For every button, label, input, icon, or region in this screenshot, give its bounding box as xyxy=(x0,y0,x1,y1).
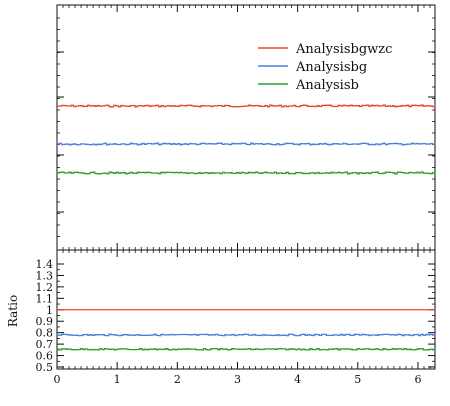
ratio-y-tick-label: 1 xyxy=(46,304,53,317)
x-tick-label: 4 xyxy=(294,373,301,386)
legend-label-Analysisb: Analysisb xyxy=(295,78,359,93)
legend-label-Analysisbgwzc: Analysisbgwzc xyxy=(295,42,392,57)
ratio-y-axis-label: Ratio xyxy=(6,295,20,327)
x-tick-label: 6 xyxy=(414,373,421,386)
legend-label-Analysisbg: Analysisbg xyxy=(295,60,367,75)
x-tick-label: 3 xyxy=(234,373,241,386)
ratio-y-tick-label: 0.8 xyxy=(36,327,54,340)
x-tick-label: 5 xyxy=(354,373,361,386)
ratio-series-line-Analysisbg xyxy=(57,333,436,337)
ratio-y-tick-label: 0.5 xyxy=(36,361,54,374)
main-series-line-Analysisbg xyxy=(57,142,436,146)
main-series-line-Analysisb xyxy=(57,171,436,175)
legend: Analysisbgwzc Analysisbg Analysisb xyxy=(258,42,392,93)
ratio-y-tick-label: 0.6 xyxy=(36,350,54,363)
x-tick-label: 0 xyxy=(54,373,61,386)
ratio-y-tick-label: 1.4 xyxy=(36,258,54,271)
ratio-y-tick-label: 0.7 xyxy=(36,338,54,351)
ratio-y-tick-label: 1.2 xyxy=(36,281,54,294)
ratio-panel: 0.50.60.70.80.911.11.21.31.40 1 2 3 4 5 6 xyxy=(36,249,436,386)
ratio-y-tick-label: 0.9 xyxy=(36,315,54,328)
x-tick-label: 2 xyxy=(174,373,181,386)
ratio-y-tick-label: 1.3 xyxy=(36,269,54,282)
x-tick-label: 1 xyxy=(114,373,121,386)
ratio-series-line-Analysisb xyxy=(57,347,436,351)
main-series-line-Analysisbgwzc xyxy=(57,104,436,108)
ratio-y-tick-label: 1.1 xyxy=(36,292,54,305)
